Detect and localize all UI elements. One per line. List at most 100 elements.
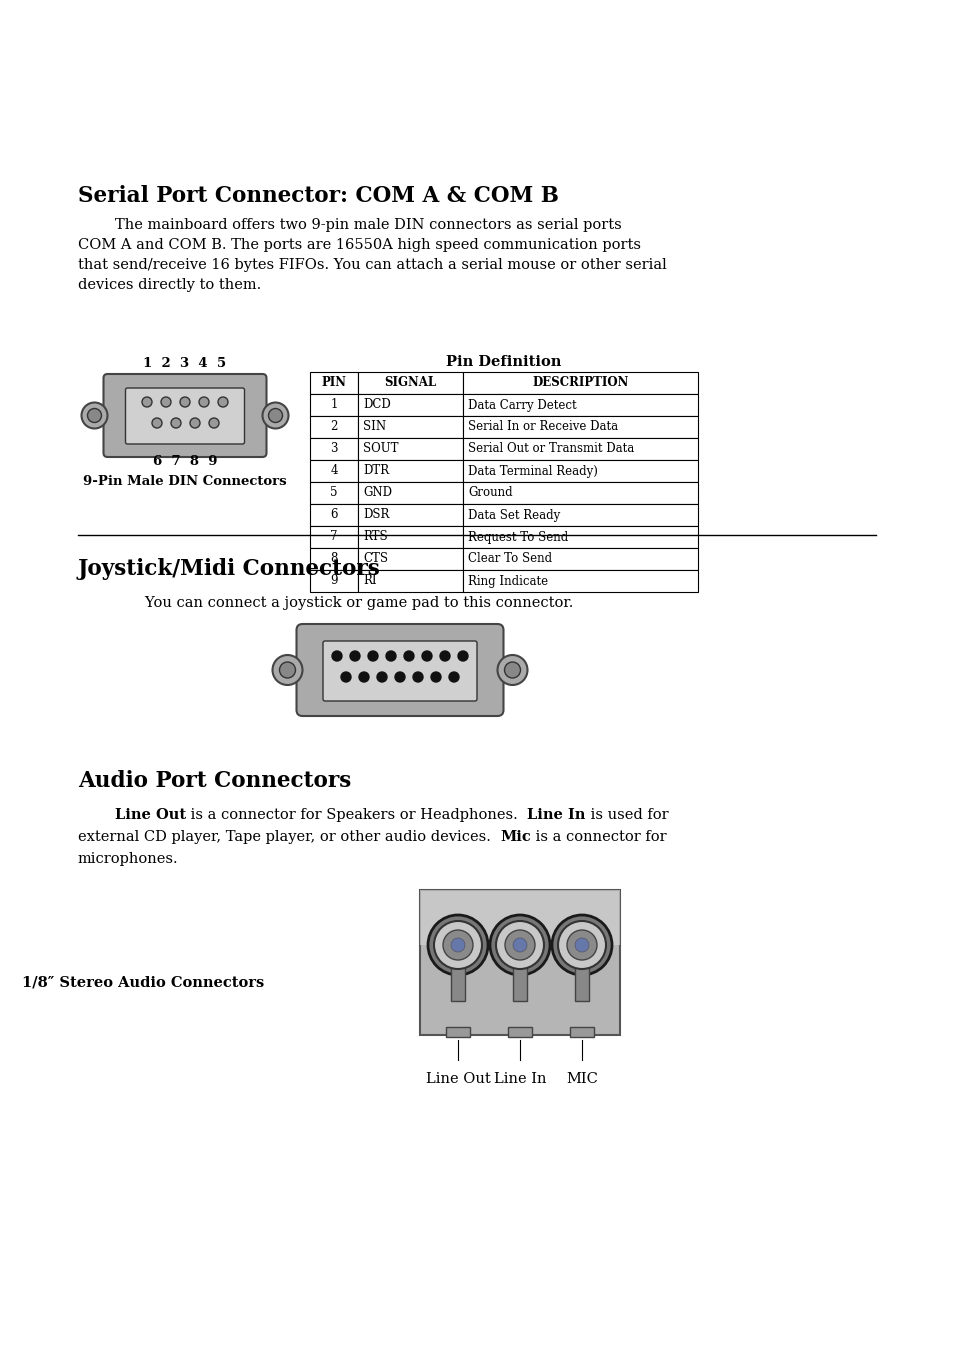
Circle shape [457,651,468,660]
Text: Line Out: Line Out [425,1072,490,1085]
Text: CTS: CTS [363,553,388,565]
Circle shape [262,402,288,429]
Text: Data Set Ready: Data Set Ready [468,508,559,522]
Bar [462,504,698,526]
Circle shape [368,651,377,660]
Text: SIN: SIN [363,421,386,433]
Text: Clear To Send: Clear To Send [468,553,552,565]
Circle shape [403,651,414,660]
Text: 7: 7 [330,530,337,543]
Text: 1  2  3  4  5: 1 2 3 4 5 [143,356,226,370]
Text: Audio Port Connectors: Audio Port Connectors [78,769,351,792]
Circle shape [209,418,219,428]
Text: PIN: PIN [321,377,346,390]
Text: Line Out: Line Out [115,808,186,822]
Text: 8: 8 [330,553,337,565]
Circle shape [496,921,543,968]
Circle shape [81,402,108,429]
Circle shape [273,655,302,685]
Circle shape [152,418,162,428]
Text: DTR: DTR [363,464,389,477]
Circle shape [199,397,209,408]
Bar [357,482,462,504]
Circle shape [442,929,473,960]
Circle shape [358,672,369,682]
Text: 6  7  8  9: 6 7 8 9 [152,455,217,468]
Text: Ground: Ground [468,487,512,499]
FancyBboxPatch shape [103,374,266,457]
Text: 1/8″ Stereo Audio Connectors: 1/8″ Stereo Audio Connectors [22,975,264,989]
Bar [462,438,698,460]
Text: Serial Port Connector: COM A & COM B: Serial Port Connector: COM A & COM B [78,186,558,207]
Circle shape [490,915,550,975]
Circle shape [566,929,597,960]
Bar [357,373,462,394]
Text: Request To Send: Request To Send [468,530,568,543]
Text: Pin Definition: Pin Definition [446,355,561,369]
Bar [507,1028,532,1037]
Text: Data Terminal Ready): Data Terminal Ready) [468,464,598,477]
Text: The mainboard offers two 9-pin male DIN connectors as serial ports
COM A and COM: The mainboard offers two 9-pin male DIN … [78,218,666,292]
Circle shape [558,921,605,968]
Circle shape [332,651,341,660]
Text: 9-Pin Male DIN Connectors: 9-Pin Male DIN Connectors [83,475,287,488]
Bar [462,373,698,394]
Bar [310,547,357,570]
Text: DSR: DSR [363,508,389,522]
Circle shape [434,921,481,968]
Text: 2: 2 [330,421,337,433]
Bar [575,966,588,1001]
Bar [446,1028,470,1037]
Bar [357,547,462,570]
Text: Serial Out or Transmit Data: Serial Out or Transmit Data [468,443,634,456]
Circle shape [552,915,612,975]
Bar [310,438,357,460]
Text: Line In: Line In [527,808,585,822]
Bar [462,416,698,438]
Circle shape [350,651,359,660]
Circle shape [142,397,152,408]
Text: external CD player, Tape player, or other audio devices.: external CD player, Tape player, or othe… [78,830,499,845]
Bar [462,394,698,416]
Text: is a connector for Speakers or Headphones.: is a connector for Speakers or Headphone… [186,808,527,822]
Text: Serial In or Receive Data: Serial In or Receive Data [468,421,618,433]
FancyBboxPatch shape [323,642,476,701]
Bar [357,460,462,482]
FancyBboxPatch shape [126,387,244,444]
Bar [357,416,462,438]
Text: is used for: is used for [585,808,667,822]
Text: Joystick/Midi Connectors: Joystick/Midi Connectors [78,558,380,580]
Bar [357,526,462,547]
Bar [310,373,357,394]
Bar [419,890,619,946]
Text: Data Carry Detect: Data Carry Detect [468,398,576,412]
Circle shape [451,937,464,952]
Text: SIGNAL: SIGNAL [384,377,436,390]
Text: is a connector for: is a connector for [530,830,666,845]
Text: 3: 3 [330,443,337,456]
Circle shape [575,937,588,952]
Bar [310,504,357,526]
Bar [357,438,462,460]
Circle shape [504,929,535,960]
Circle shape [268,409,282,422]
Circle shape [88,409,101,422]
Text: 1: 1 [330,398,337,412]
Text: 6: 6 [330,508,337,522]
Text: MIC: MIC [565,1072,598,1085]
Circle shape [428,915,488,975]
Bar [310,394,357,416]
Text: You can connect a joystick or game pad to this connector.: You can connect a joystick or game pad t… [108,596,573,611]
Circle shape [161,397,171,408]
Bar [462,547,698,570]
Circle shape [504,662,520,678]
Text: 4: 4 [330,464,337,477]
Circle shape [190,418,200,428]
Circle shape [218,397,228,408]
Bar [462,570,698,592]
Bar [569,1028,594,1037]
Text: 5: 5 [330,487,337,499]
Circle shape [439,651,450,660]
Text: Ring Indicate: Ring Indicate [468,574,548,588]
Bar [357,394,462,416]
